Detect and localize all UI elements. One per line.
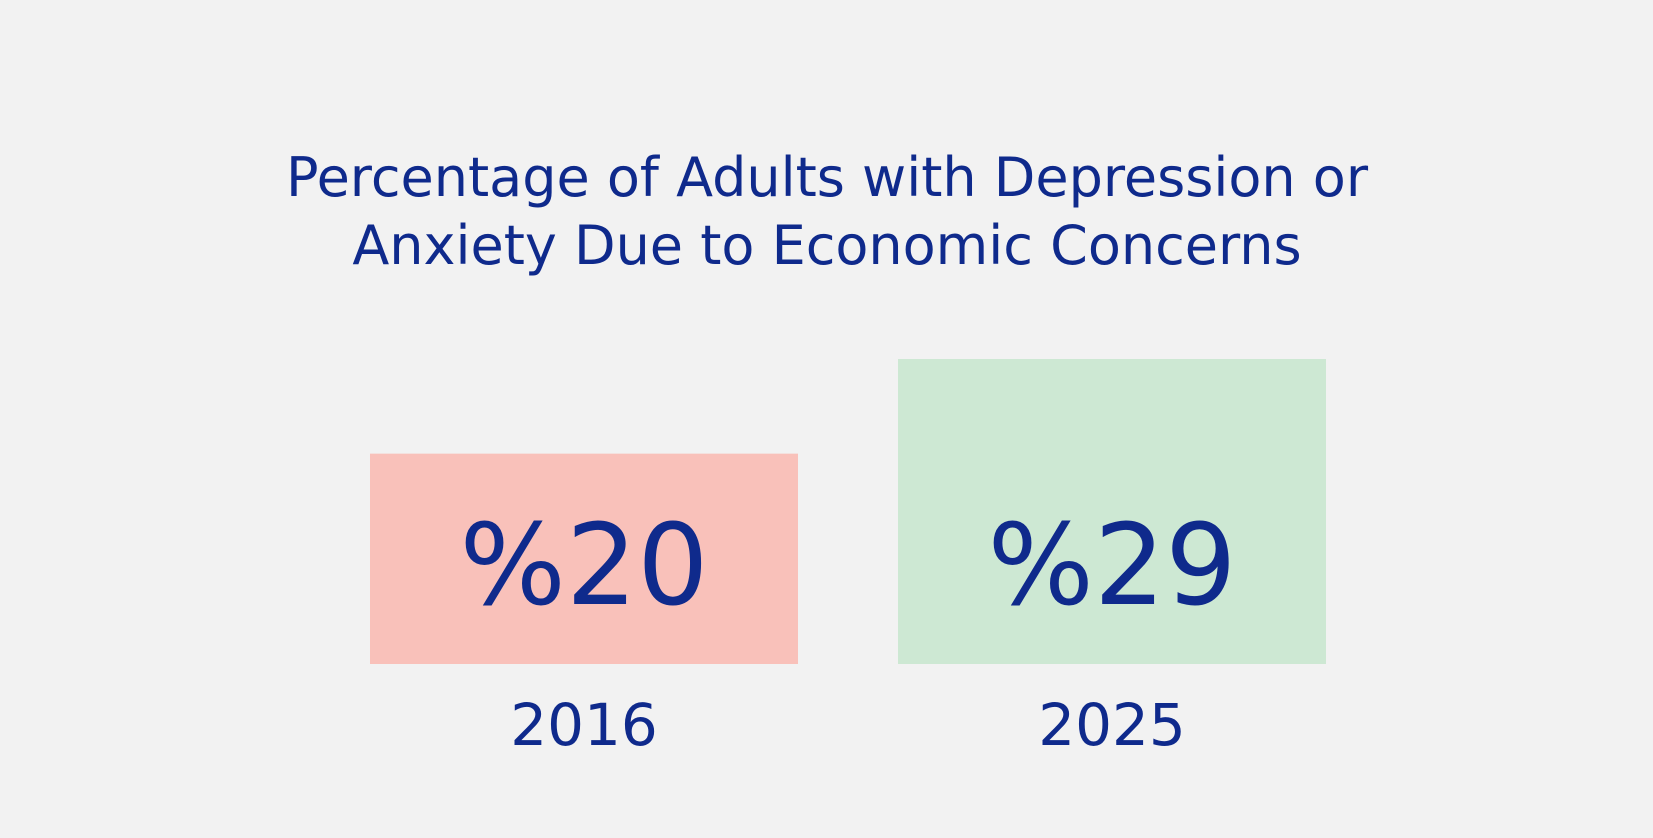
bar-value-label-2016: %20 (460, 501, 709, 631)
chart-title-line-2: Anxiety Due to Economic Concerns (352, 214, 1301, 277)
category-label-2016: 2016 (510, 691, 658, 759)
bar-2016 (370, 453, 798, 664)
category-label-2025: 2025 (1038, 691, 1186, 759)
bar-2025 (898, 359, 1326, 664)
bar-value-label-2025: %29 (988, 501, 1237, 631)
chart-title-line-1: Percentage of Adults with Depression or (286, 146, 1369, 209)
bars-group: %20 2016 %29 2025 (370, 359, 1326, 759)
